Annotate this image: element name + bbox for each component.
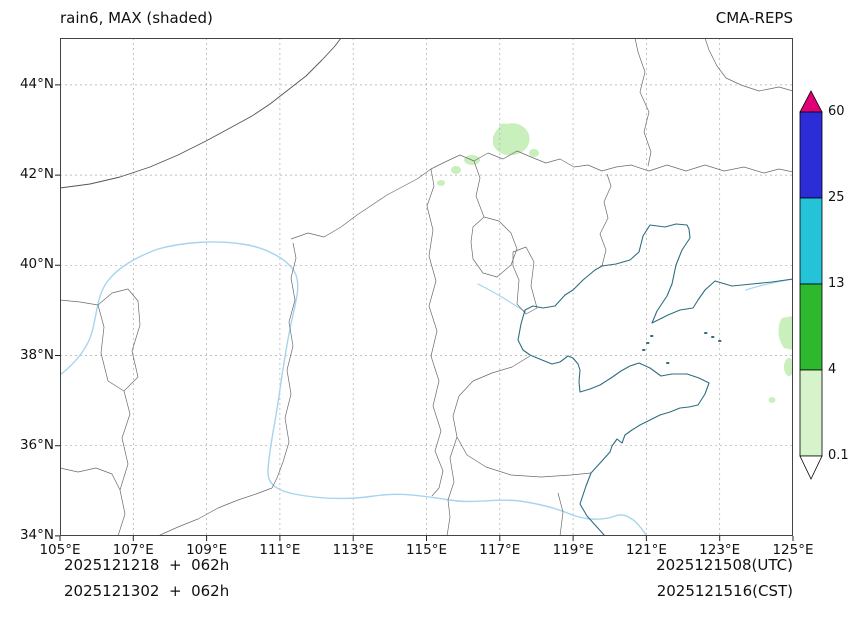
precip-patch: [493, 123, 530, 156]
colorbar-segment-4-13: [799, 283, 823, 371]
y-tick-label: 38°N: [19, 347, 54, 363]
x-tick-label: 105°E: [39, 542, 81, 558]
colorbar-segment-25-60: [799, 111, 823, 199]
precip-patch: [437, 180, 445, 186]
x-tick-label: 115°E: [405, 542, 448, 558]
init-time-utc-label: 2025121218 + 062h: [64, 556, 230, 574]
precip-patch: [768, 397, 776, 403]
colorbar-under-arrow: [799, 455, 823, 480]
colorbar-tick-label: 25: [828, 190, 845, 205]
colorbar-segment-13-25: [799, 197, 823, 285]
gridlines-vertical: [132, 38, 721, 535]
y-tick-label: 42°N: [19, 166, 54, 182]
x-tick-label: 117°E: [479, 542, 521, 558]
valid-time-utc-label: 2025121508(UTC): [656, 556, 793, 574]
colorbar-over-arrow: [799, 90, 823, 113]
page-title: rain6, MAX (shaded): [60, 9, 213, 27]
precip-shading: [437, 123, 793, 403]
national-border: [60, 38, 342, 189]
precip-patch: [451, 166, 461, 174]
x-tick-label: 111°E: [259, 542, 301, 558]
islands: [642, 332, 722, 364]
map-canvas: [60, 38, 793, 536]
colorbar-tick-label: 0.1: [828, 448, 849, 463]
y-tick-label: 44°N: [19, 76, 54, 92]
coastline: [517, 223, 793, 536]
colorbar-tick-label: 60: [828, 104, 845, 119]
precip-patch: [499, 123, 509, 131]
y-tick-label: 34°N: [19, 527, 54, 543]
model-name-label: CMA-REPS: [715, 9, 793, 27]
province-borders: [60, 38, 793, 536]
colorbar-tick-label: 4: [828, 362, 837, 377]
yalu-river: [745, 278, 793, 291]
x-tick-label: 109°E: [186, 542, 228, 558]
precip-patch: [784, 358, 793, 376]
y-tick-label: 36°N: [19, 437, 54, 453]
x-tick-label: 119°E: [552, 542, 594, 558]
x-tick-label: 123°E: [699, 542, 741, 558]
init-time-cst-label: 2025121302 + 062h: [64, 582, 230, 600]
hai-river: [477, 283, 527, 313]
x-tick-label: 121°E: [625, 542, 667, 558]
precip-patch: [529, 149, 539, 157]
colorbar-tick-label: 13: [828, 276, 845, 291]
colorbar: [799, 90, 823, 480]
gridlines-horizontal: [60, 84, 792, 447]
x-tick-label: 113°E: [332, 542, 374, 558]
colorbar-segment-0.1-4: [799, 369, 823, 457]
precip-patch: [778, 316, 793, 350]
x-tick-label: 107°E: [112, 542, 154, 558]
x-tick-label: 125°E: [772, 542, 814, 558]
y-tick-label: 40°N: [19, 256, 54, 272]
valid-time-cst-label: 2025121516(CST): [656, 582, 793, 600]
